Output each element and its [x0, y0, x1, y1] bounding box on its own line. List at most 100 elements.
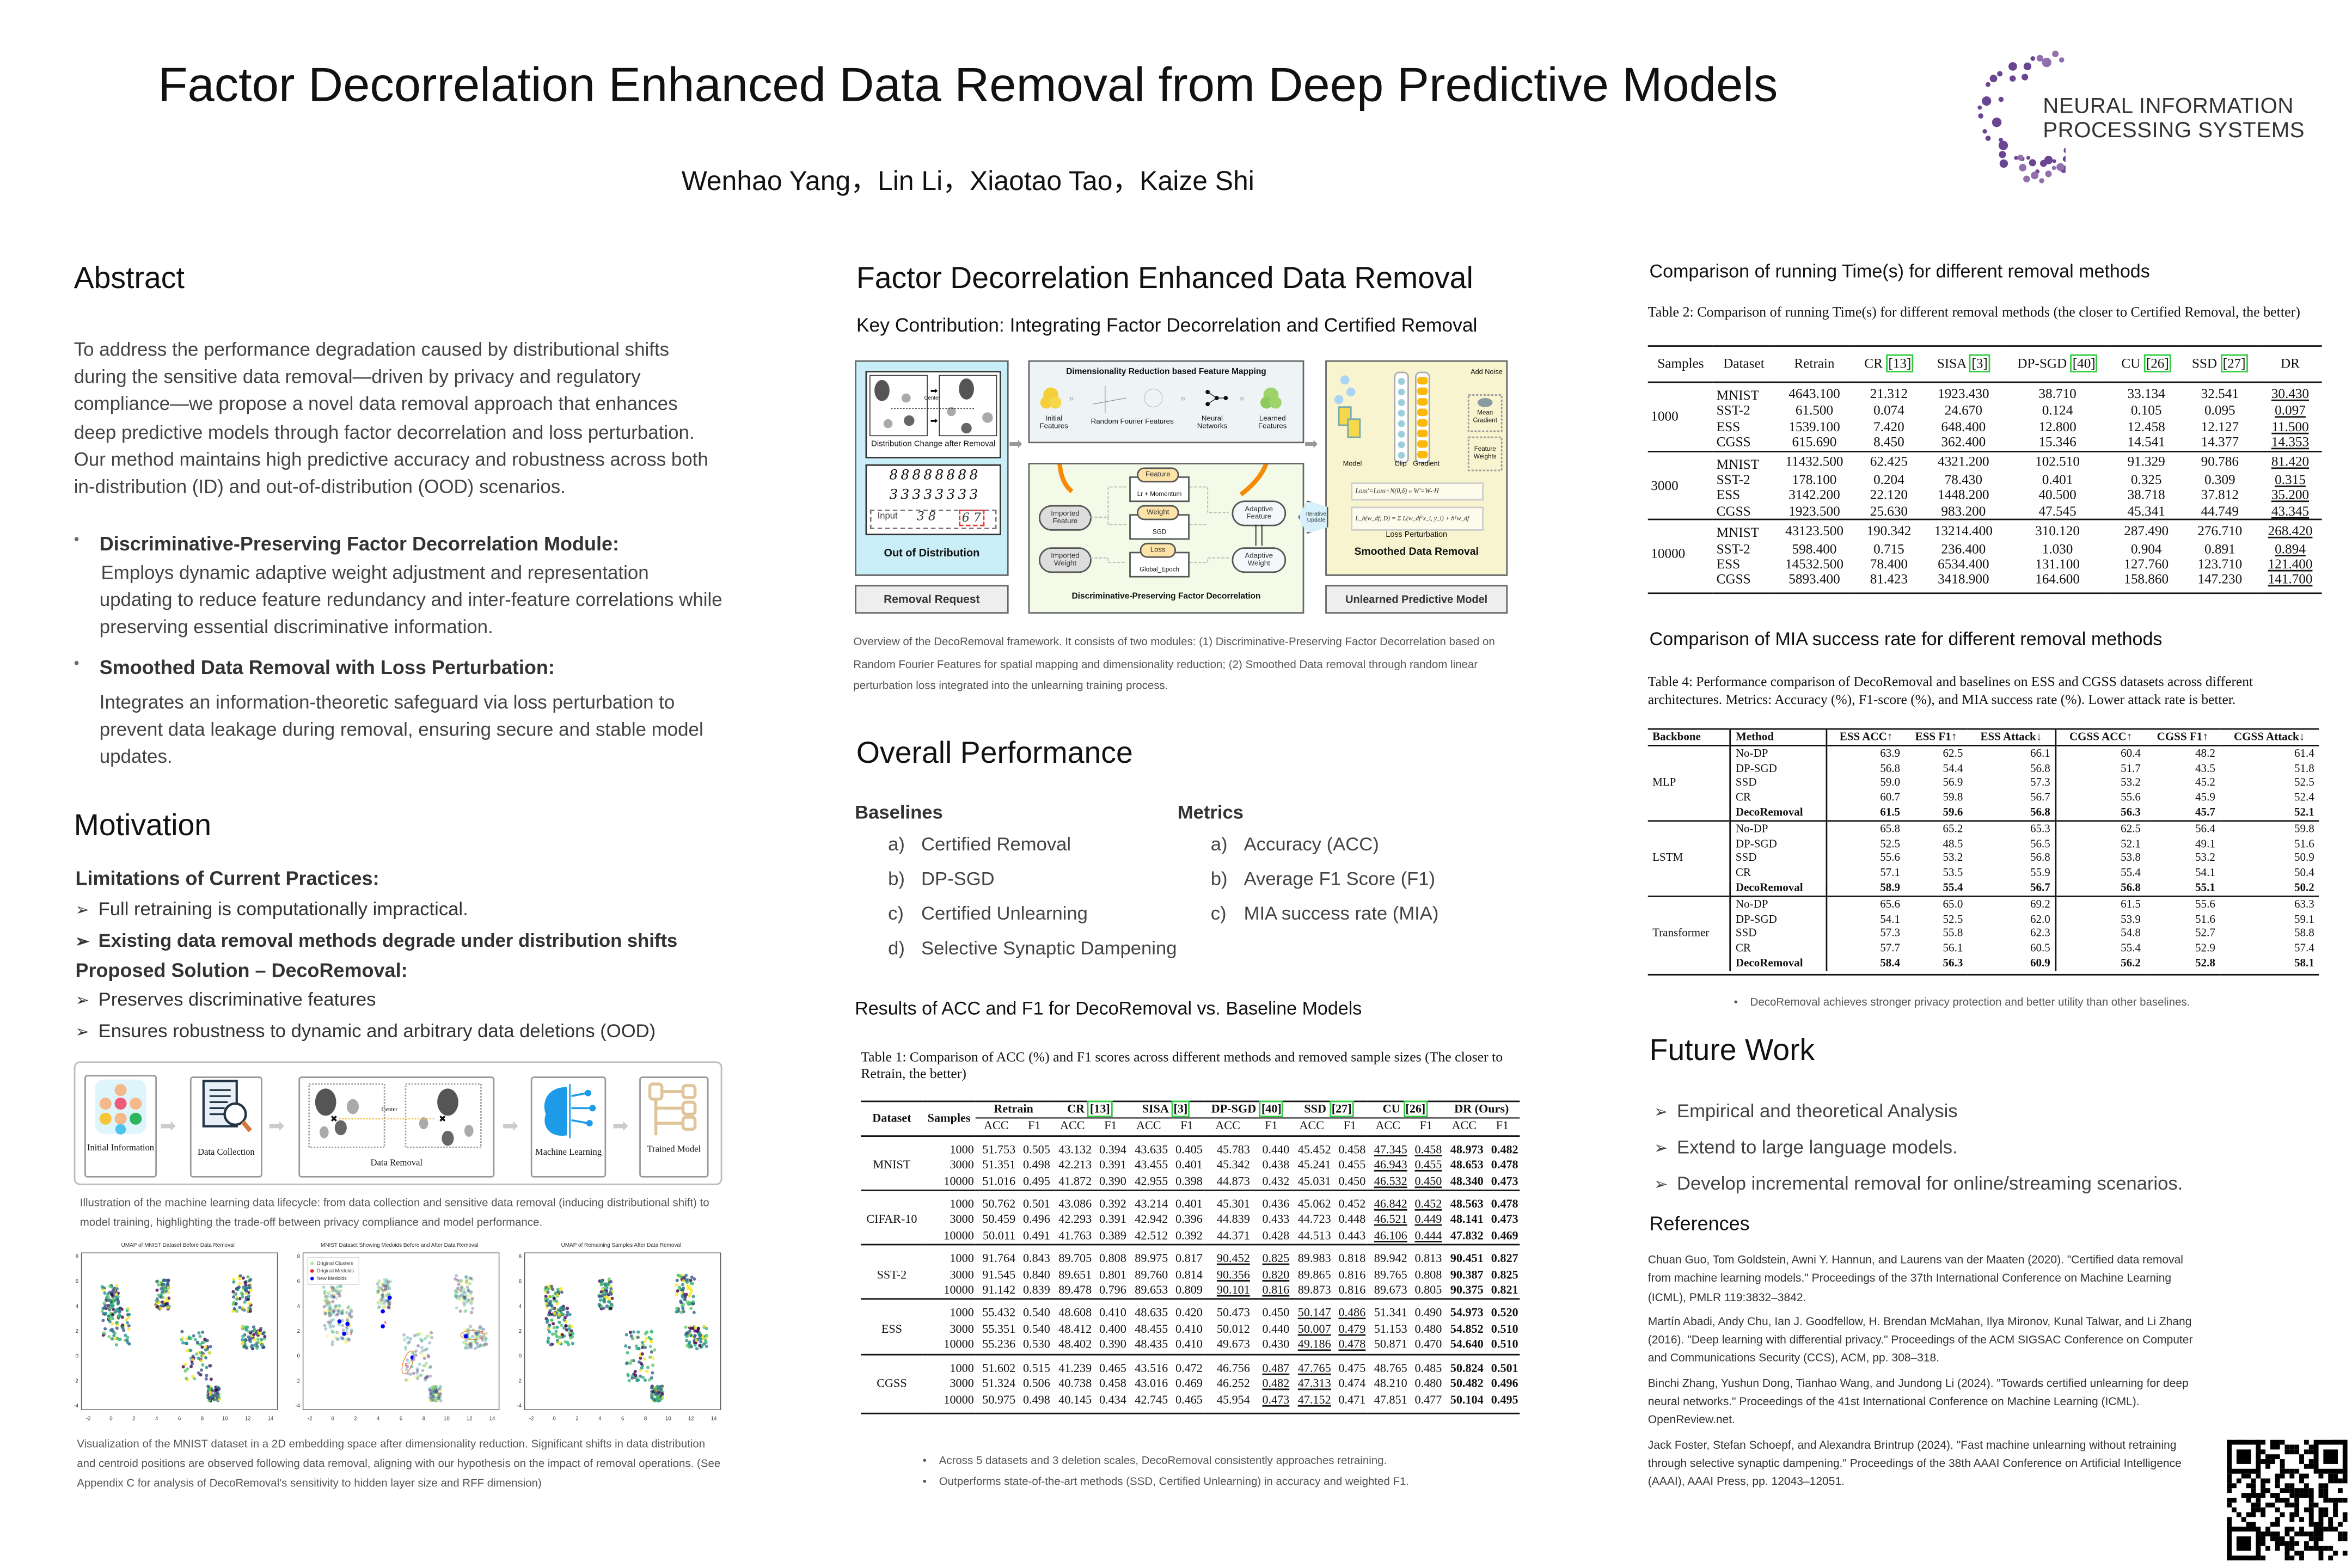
qr-module — [2299, 1531, 2304, 1536]
umap-point — [603, 1291, 607, 1295]
abstract-text: To address the performance degradation c… — [74, 339, 708, 498]
value-cell: 56.7 — [2030, 880, 2050, 895]
umap-point — [405, 1358, 409, 1362]
qr-module — [2308, 1493, 2314, 1498]
umap-point — [195, 1352, 199, 1356]
citation-link[interactable]: [3] — [1969, 354, 1990, 373]
baseline-item: d) Selective Synaptic Dampening — [888, 932, 1177, 966]
umap-point — [416, 1332, 420, 1336]
dataset-cell: SST-2 — [877, 1267, 907, 1281]
umap-point — [421, 1349, 425, 1352]
qr-code-icon[interactable] — [2227, 1440, 2348, 1561]
dataset-cell: ESS — [1716, 487, 1741, 503]
qr-module — [2323, 1546, 2329, 1551]
method-cell: DecoRemoval — [1729, 805, 1827, 821]
umap-point — [327, 1301, 330, 1305]
umap-point — [412, 1371, 415, 1375]
value-cell: 0.455 — [1338, 1158, 1366, 1172]
table-row: ESS 3142.200 22.120 1448.200 40.500 38.718 37.… — [1648, 488, 2322, 504]
method-name: SSD — [1304, 1102, 1327, 1116]
method-name: SISA — [1142, 1102, 1168, 1116]
umap-point — [192, 1334, 195, 1338]
value-cell: 15.346 — [2038, 434, 2077, 450]
qr-module — [2304, 1440, 2309, 1445]
umap-point — [346, 1306, 350, 1310]
x-tick-label: 14 — [268, 1416, 274, 1422]
item-marker: a) — [888, 834, 905, 855]
value-cell: 45.031 — [1297, 1174, 1331, 1188]
umap-point — [345, 1326, 349, 1330]
qr-module — [2256, 1507, 2261, 1512]
value-cell: 0.486 — [1338, 1306, 1366, 1320]
value-cell: 65.6 — [1826, 896, 1905, 912]
umap-point — [555, 1302, 560, 1306]
table-row: 3000 MNIST 11432.500 62.425 4321.200 102.510 9… — [1647, 451, 2322, 493]
qr-module — [2294, 1551, 2300, 1556]
adaptive-weight-node: Adaptive Weight — [1232, 547, 1287, 573]
value-cell: 0.482 — [1491, 1142, 1518, 1156]
citation-link[interactable]: [40] — [1259, 1100, 1284, 1117]
motivation-heading: Motivation — [74, 810, 212, 843]
svg-text:»: » — [1180, 393, 1185, 403]
umap-point — [651, 1371, 654, 1375]
dataset-cell: CGSS — [877, 1376, 907, 1391]
umap-point — [415, 1369, 419, 1373]
umap-point — [464, 1343, 468, 1346]
umap-point — [327, 1300, 331, 1304]
value-cell: 56.3 — [2055, 805, 2146, 821]
logo-dot — [2036, 54, 2043, 62]
x-tick-label: 2 — [132, 1416, 135, 1422]
citation-link[interactable]: [40] — [2070, 354, 2098, 373]
item-label: Certified Unlearning — [921, 903, 1088, 924]
umap-point — [465, 1285, 469, 1289]
umap-point — [348, 1312, 352, 1315]
umap-point — [473, 1340, 476, 1344]
value-cell: 48.412 — [1058, 1322, 1092, 1336]
qr-module — [2275, 1444, 2280, 1450]
logo-dot — [2010, 75, 2016, 82]
value-cell: 52.1 — [2055, 836, 2146, 851]
umap-point — [431, 1398, 434, 1402]
digit-row: 8 8 8 8 8 8 8 8 — [889, 469, 978, 484]
value-cell: 59.1 — [2294, 911, 2314, 926]
qr-module — [2275, 1497, 2280, 1503]
umap-point — [462, 1301, 466, 1305]
umap-point — [468, 1342, 472, 1346]
umap-point — [463, 1310, 467, 1314]
citation-link[interactable]: [3] — [1171, 1100, 1190, 1117]
umap-point — [112, 1334, 116, 1338]
umap-point — [599, 1283, 603, 1287]
value-cell: 0.816 — [1338, 1267, 1366, 1281]
umap-point — [637, 1360, 641, 1364]
citation-link[interactable]: [27] — [2220, 354, 2248, 373]
umap-point — [414, 1375, 418, 1379]
logo-dot — [2063, 148, 2066, 154]
citation-link[interactable]: [27] — [1329, 1100, 1354, 1117]
value-cell: 51.153 — [1374, 1322, 1407, 1336]
umap-point — [387, 1306, 391, 1310]
citation-link[interactable]: [26] — [2143, 354, 2171, 373]
citation-link[interactable]: [13] — [1087, 1100, 1112, 1117]
umap-point — [379, 1287, 383, 1290]
value-cell: 0.478 — [1491, 1197, 1518, 1211]
umap-point — [434, 1399, 438, 1402]
value-cell: 0.825 — [1491, 1267, 1518, 1281]
logo-dot — [1982, 96, 1992, 106]
value-cell: 78.400 — [1870, 556, 1908, 572]
umap-point — [463, 1327, 467, 1331]
value-cell: 0.495 — [1491, 1392, 1518, 1406]
umap-point — [469, 1325, 473, 1328]
umap-point — [161, 1295, 165, 1299]
umap-point — [415, 1367, 419, 1371]
umap-point — [681, 1307, 685, 1310]
input-label: Input — [877, 512, 898, 522]
value-cell: 0.891 — [2204, 541, 2235, 556]
value-cell: 50.012 — [1216, 1322, 1250, 1336]
umap-point — [477, 1331, 481, 1334]
subheader-row: ACC F1 ACC F1 ACC F1 ACC F1 ACC F1 ACC F1 ACC F1 — [861, 1119, 1520, 1136]
citation-link[interactable]: [26] — [1403, 1100, 1428, 1117]
value-cell: 52.9 — [2195, 941, 2215, 955]
qr-module — [2270, 1502, 2275, 1508]
citation-link[interactable]: [13] — [1886, 354, 1914, 373]
